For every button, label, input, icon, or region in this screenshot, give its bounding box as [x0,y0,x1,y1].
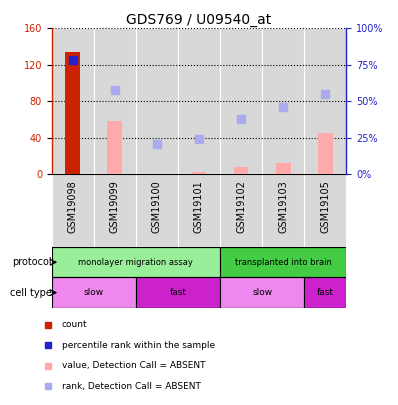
Bar [192,173,206,174]
Bar [234,167,248,174]
Text: slow: slow [84,288,104,297]
Bar [94,174,136,247]
Text: protocol: protocol [12,257,52,267]
Text: fast: fast [317,288,334,297]
Bar [52,174,94,247]
Bar [304,28,346,174]
Text: GSM19103: GSM19103 [278,180,288,233]
Bar [52,277,136,308]
Bar [65,52,80,174]
Bar [136,174,178,247]
Bar [136,28,178,174]
Text: cell type: cell type [10,288,52,298]
Bar [178,174,220,247]
Text: fast: fast [170,288,186,297]
Bar [304,277,346,308]
Text: percentile rank within the sample: percentile rank within the sample [62,341,215,350]
Bar [220,28,262,174]
Text: GSM19099: GSM19099 [110,180,120,233]
Bar [107,121,122,174]
Bar [136,277,220,308]
Bar [304,174,346,247]
Title: GDS769 / U09540_at: GDS769 / U09540_at [127,13,271,27]
Text: value, Detection Call = ABSENT: value, Detection Call = ABSENT [62,361,205,370]
Text: GSM19101: GSM19101 [194,180,204,233]
Text: slow: slow [252,288,272,297]
Bar [52,247,220,277]
Text: rank, Detection Call = ABSENT: rank, Detection Call = ABSENT [62,382,201,390]
Bar [262,28,304,174]
Text: GSM19105: GSM19105 [320,180,330,233]
Text: GSM19100: GSM19100 [152,180,162,233]
Bar [178,28,220,174]
Text: count: count [62,320,87,329]
Bar [220,247,346,277]
Text: transplanted into brain: transplanted into brain [235,258,332,267]
Text: monolayer migration assay: monolayer migration assay [78,258,193,267]
Bar [276,163,291,174]
Bar [220,174,262,247]
Text: GSM19102: GSM19102 [236,180,246,233]
Bar [94,28,136,174]
Text: GSM19098: GSM19098 [68,180,78,233]
Bar [52,28,94,174]
Bar [318,133,333,174]
Bar [220,277,304,308]
Bar [262,174,304,247]
